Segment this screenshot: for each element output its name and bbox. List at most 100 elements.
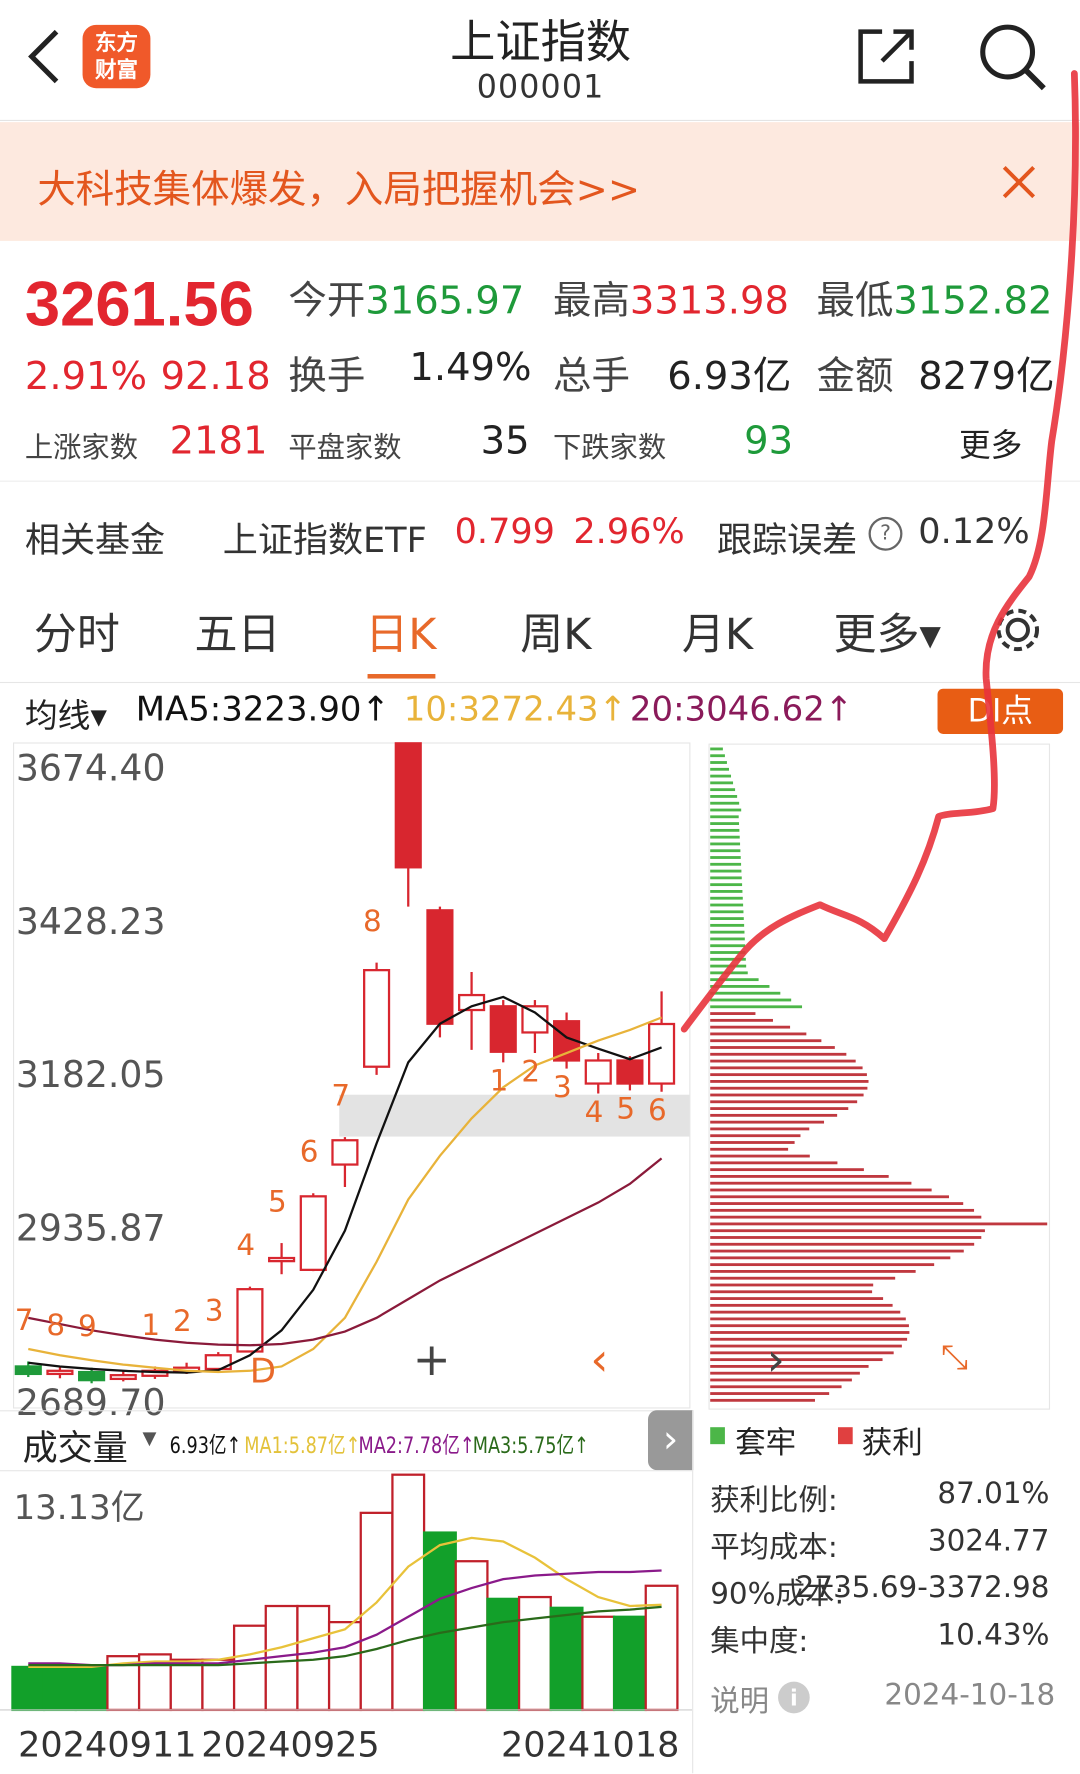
volume-bar [169,1658,204,1712]
chip-bar-loss [710,930,745,934]
chip-bar-profit [710,1202,964,1205]
chip-bar-profit [710,1297,884,1300]
signal-marker: 9 [78,1309,97,1343]
vol-ma3: MA3:5.75亿↑ [472,1431,589,1459]
chip-bar-profit [710,1385,842,1389]
legend-loss: 套牢 [735,1426,797,1462]
fund-name[interactable]: 上证指数ETF [222,520,427,561]
candle [78,1370,106,1382]
legend-swatch-loss [710,1427,725,1445]
chip-bar-loss [710,890,743,893]
share-icon[interactable] [857,27,918,86]
y-tick: 3674.40 [15,746,166,790]
kline-chart[interactable]: 789123456789123456D [0,735,701,1414]
chip-bar-profit [710,1222,1048,1226]
high-label: 最高 [553,278,630,324]
y-tick: 2689.70 [15,1380,166,1424]
back-chevron-icon[interactable] [25,28,63,85]
info-icon[interactable]: i [778,1681,810,1714]
chip-bar-profit [710,1358,883,1362]
chip-bar-loss [710,842,741,846]
change-pct: 2.91% [24,353,148,400]
ma5-line [28,995,662,1374]
chip-stat-value: 87.01% [937,1476,1050,1511]
ma5-value: MA5:3223.90↑ [135,689,390,730]
gear-icon[interactable] [990,602,1047,659]
related-fund-label: 相关基金 [24,520,166,561]
chip-bar-loss [710,991,781,995]
chip-stat-label: 平均成本: [710,1530,838,1565]
tab-0[interactable]: 分时 [33,609,120,660]
chip-bar-loss [710,822,740,825]
chip-bar-profit [710,1337,908,1341]
tab-3[interactable]: 周K [520,609,592,660]
volume-selector[interactable]: 成交量 [22,1428,128,1470]
chip-bar-profit [710,1086,868,1090]
chip-bar-profit [710,1324,909,1328]
legend-swatch-profit [837,1427,853,1445]
chip-bar-loss [710,883,743,887]
chip-bar-profit [710,1263,935,1267]
vol-ma3-line [28,1605,662,1667]
scroll-left-icon[interactable]: ‹ [590,1334,609,1387]
volume-bar [644,1584,679,1712]
chip-bar-profit [710,1276,896,1280]
di-point-badge[interactable]: DI点 [937,688,1064,734]
volume-dropdown-icon[interactable]: ▼ [142,1427,157,1449]
chip-next-icon[interactable]: › [766,1334,785,1387]
note-label[interactable]: 说明 [710,1685,770,1719]
chip-bar-profit [710,1215,982,1219]
volume-bar [42,1665,77,1712]
ma20-value: 20:3046.62↑ [629,689,854,730]
chip-bar-loss [710,815,739,819]
chip-bar-loss [710,835,740,839]
chip-bar-loss [710,781,734,785]
expand-icon[interactable]: ⤡ [940,1337,969,1378]
y-tick: 2935.87 [15,1206,166,1250]
crosshair-plus-icon[interactable]: + [412,1334,451,1387]
chip-bar-loss [710,869,742,873]
low-label: 最低 [816,278,894,324]
signal-marker: 3 [205,1293,224,1327]
candle [426,909,454,1025]
volume-bar [454,1560,489,1712]
chip-bar-profit [710,1378,852,1382]
candle [14,1365,42,1376]
chip-bar-profit [710,1175,889,1178]
close-icon[interactable] [1001,164,1037,200]
chip-bar-loss [710,910,744,914]
search-icon[interactable] [976,20,1048,91]
panel-toggle-button[interactable]: › [648,1410,694,1471]
x-tick: 20241018 [500,1724,680,1766]
chip-frame [708,743,1051,1410]
chip-bar-loss [710,998,792,1002]
volume-bar [517,1595,552,1712]
chip-bar-profit [710,1073,867,1077]
chip-bar-loss [710,767,729,771]
chip-bar-profit [710,1283,874,1287]
promo-text[interactable]: 大科技集体爆发，入局把握机会>> [37,167,641,213]
ma20-line [28,1157,663,1347]
tab-4[interactable]: 月K [681,609,754,660]
tab-1[interactable]: 五日 [194,609,281,660]
question-icon[interactable]: ? [868,516,903,551]
chip-bar-profit [710,1161,838,1165]
tab-2[interactable]: 日K [365,609,437,660]
chip-bar-loss [710,985,770,988]
chip-bar-profit [710,1392,830,1395]
chip-bar-profit [710,1154,810,1158]
chip-stat-value: 2735.69-3372.98 [795,1570,1050,1605]
chip-bar-profit [710,1229,985,1233]
ma-selector[interactable]: 均线▾ [24,696,107,736]
active-tab-underline [367,674,436,679]
tab-5[interactable]: 更多▾ [833,609,941,660]
chip-bar-profit [710,1242,975,1246]
chip-bar-loss [710,828,740,832]
chip-bar-loss [710,923,745,927]
more-button[interactable]: 更多 [959,426,1023,464]
chip-bar-profit [710,1310,901,1314]
vol-ma1: MA1:5.87亿↑ [244,1431,361,1459]
candle [616,1059,644,1085]
chip-bar-profit [710,1371,860,1375]
chip-bar-profit [710,1066,863,1070]
